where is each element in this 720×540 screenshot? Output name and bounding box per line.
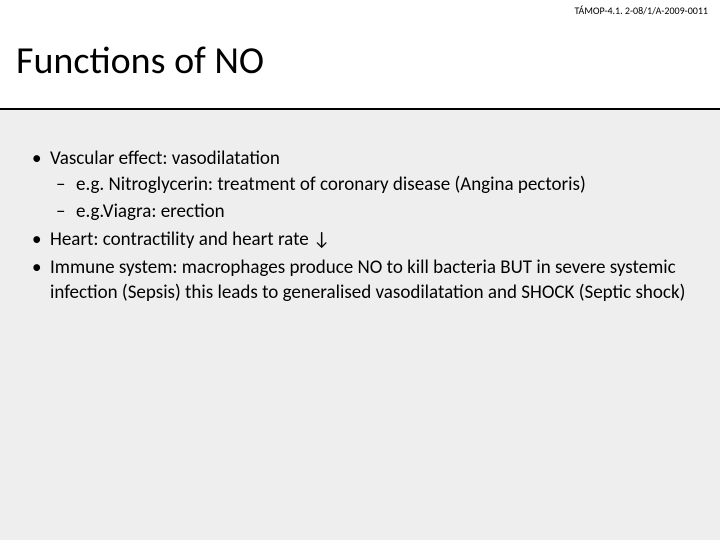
slide-title: Functions of NO xyxy=(16,38,264,84)
list-item: Heart: contractility and heart rate ↓ xyxy=(28,227,692,253)
slide-body: Vascular effect: vasodilatation e.g. Nit… xyxy=(0,110,720,306)
bullet-text: e.g.Viagra: erection xyxy=(76,200,225,223)
bullet-text: Vascular effect: vasodilatation xyxy=(50,147,280,170)
list-item: e.g. Nitroglycerin: treatment of coronar… xyxy=(50,172,692,198)
sub-list: e.g. Nitroglycerin: treatment of coronar… xyxy=(50,172,692,225)
list-item: Vascular effect: vasodilatation e.g. Nit… xyxy=(28,146,692,225)
slide-container: TÁMOP-4.1. 2-08/1/A-2009-0011 Functions … xyxy=(0,0,720,540)
list-item: Immune system: macrophages produce NO to… xyxy=(28,255,692,306)
bullet-text: e.g. Nitroglycerin: treatment of coronar… xyxy=(76,173,586,196)
list-item: e.g.Viagra: erection xyxy=(50,199,692,225)
bullet-list: Vascular effect: vasodilatation e.g. Nit… xyxy=(28,146,692,306)
grant-id-label: TÁMOP-4.1. 2-08/1/A-2009-0011 xyxy=(574,4,708,17)
bullet-text: Immune system: macrophages produce NO to… xyxy=(50,256,685,305)
title-band: TÁMOP-4.1. 2-08/1/A-2009-0011 Functions … xyxy=(0,0,720,108)
bullet-text: Heart: contractility and heart rate ↓ xyxy=(50,228,330,251)
